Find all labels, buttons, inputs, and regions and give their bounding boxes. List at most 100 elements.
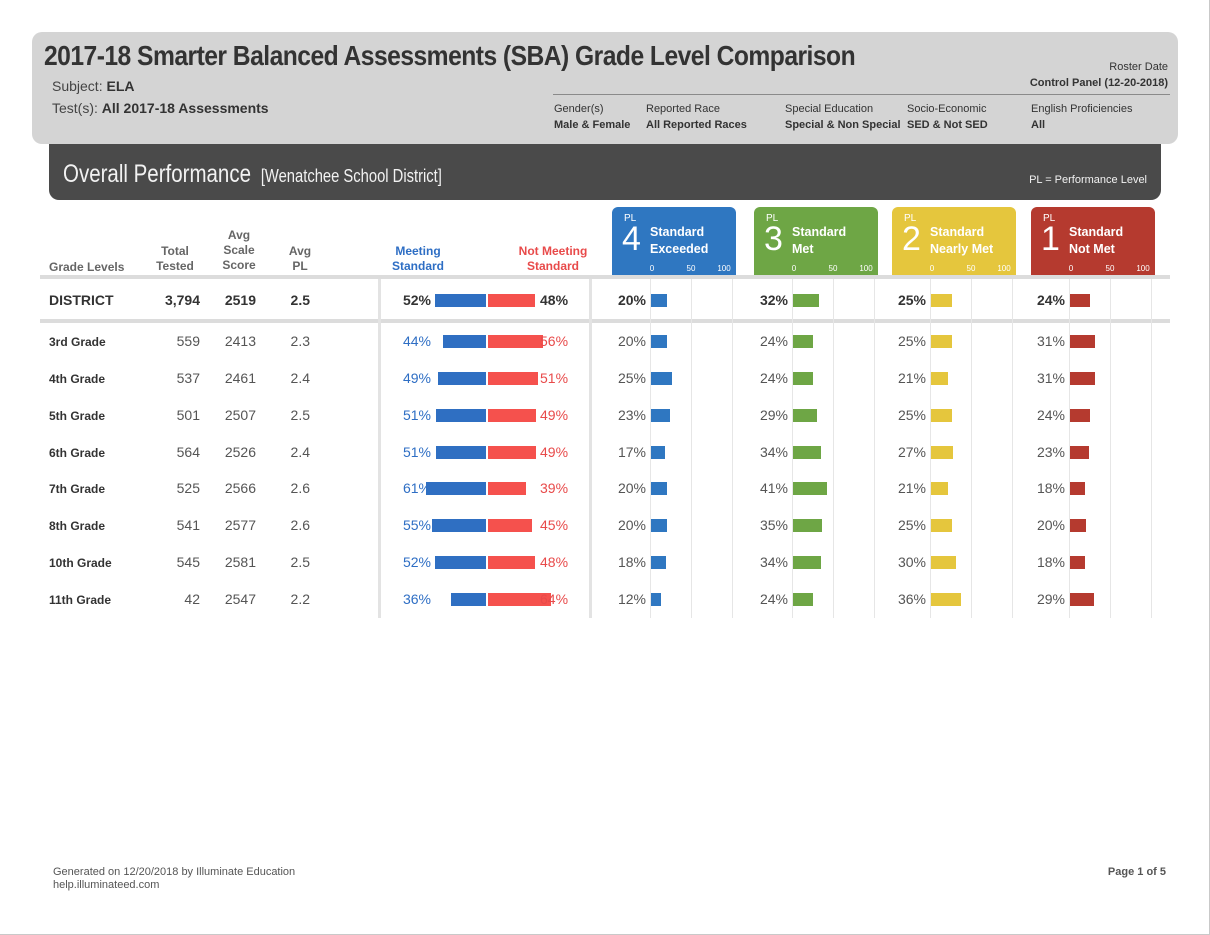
pl4-percent: 23% [617,407,646,423]
tests-label: Test(s): [52,100,98,116]
avg-scale-score: 2577 [224,517,256,533]
scale-tick: 100 [717,264,731,273]
pl1-percent: 20% [1036,517,1065,533]
meeting-percent: 61% [402,480,431,496]
col-total-tested: Total Tested [156,244,194,273]
not-meeting-percent: 64% [540,591,569,607]
not-meeting-bar [488,556,535,569]
grade-level: 4th Grade [49,372,106,386]
gridline-0 [792,279,793,618]
pl2-bar [931,482,949,495]
pl4-percent: 20% [617,517,646,533]
total-tested: 559 [176,333,200,349]
pl3-percent: 34% [759,444,788,460]
table-row: 5th Grade 501 2507 2.5 51% 49% 23% 29% 25% 24% [0,400,1210,430]
pl3-bar [793,519,822,532]
pl3-bar [793,556,821,569]
filter-value: All [1031,119,1046,131]
avg-scale-score: 2566 [224,480,256,496]
generated-text: Generated on 12/20/2018 by Illuminate Ed… [53,866,296,878]
not-meeting-percent: 49% [540,407,569,423]
meeting-percent: 52% [402,554,431,570]
pl3-bar [793,593,813,606]
pl-number: 3 [764,220,783,258]
pl-scale-ticks: 0 50 100 [612,264,736,274]
pl4-bar [651,482,668,495]
pl2-percent: 27% [897,444,926,460]
pl-small-label: PL [904,213,917,224]
filter-gender: Gender(s) Male & Female [554,101,630,133]
pl4-percent: 12% [617,591,646,607]
pl-scale-ticks: 0 50 100 [892,264,1016,274]
table-row: 8th Grade 541 2577 2.6 55% 45% 20% 35% 25% 20% [0,510,1210,540]
not-meeting-bar [488,446,536,459]
pl1-bar [1070,593,1094,606]
scale-tick: 100 [997,264,1011,273]
pl-scale-ticks: 0 50 100 [1031,264,1155,274]
not-meeting-percent: 49% [540,444,569,460]
pl1-percent: 18% [1036,480,1065,496]
help-site: help.illuminateed.com [53,879,160,891]
pl3-percent: 35% [759,517,788,533]
col-avg-pl: Avg PL [288,244,312,273]
total-tested: 541 [176,517,200,533]
avg-pl: 2.4 [290,370,310,386]
pl2-percent: 25% [897,517,926,533]
avg-scale-score: 2526 [224,444,256,460]
pl2-percent: 25% [897,407,926,423]
pl1-bar [1070,335,1096,348]
meeting-bar [432,519,486,532]
pl1-percent: 29% [1036,591,1065,607]
gridline-0 [930,279,931,618]
meeting-bar [435,294,486,307]
pl4-bar [651,519,668,532]
pl1-percent: 31% [1036,370,1065,386]
not-meeting-percent: 56% [540,333,569,349]
avg-pl: 2.4 [290,444,310,460]
filter-english-proficiencies: English Proficiencies All [1031,101,1133,133]
avg-pl: 2.5 [290,554,310,570]
avg-scale-score: 2461 [224,370,256,386]
grade-level: 11th Grade [49,593,112,607]
pl3-percent: 24% [759,333,788,349]
grade-level: DISTRICT [49,292,114,308]
meeting-bar [443,335,486,348]
pl-number: 4 [622,220,641,258]
header-separator [40,275,1170,279]
filter-value: SED & Not SED [907,119,988,131]
scale-tick: 0 [791,264,797,273]
total-tested: 537 [176,370,200,386]
pl4-bar [651,593,661,606]
scale-tick: 0 [929,264,935,273]
pl1-percent: 18% [1036,554,1065,570]
total-tested: 501 [176,407,200,423]
filter-label: Reported Race [646,103,720,115]
pl3-percent: 41% [759,480,788,496]
total-tested: 42 [184,591,200,607]
avg-scale-score: 2413 [224,333,256,349]
not-meeting-bar [488,409,536,422]
pl1-bar [1070,409,1090,422]
pl-small-label: PL [766,213,779,224]
avg-pl: 2.6 [290,517,310,533]
scale-tick: 100 [859,264,873,273]
gridline-50 [833,279,834,618]
total-tested: 525 [176,480,200,496]
pl1-bar [1070,519,1087,532]
not-meeting-percent: 51% [540,370,569,386]
filter-value: Male & Female [554,119,631,131]
roster-date: Roster Date Control Panel (12-20-2018) [1030,59,1168,91]
meeting-percent: 52% [402,292,431,308]
not-meeting-percent: 39% [540,480,569,496]
meeting-bar [436,409,486,422]
pl1-bar [1070,556,1085,569]
pl3-percent: 24% [759,370,788,386]
pl-note: PL = Performance Level [1029,174,1147,186]
table-row: 6th Grade 564 2526 2.4 51% 49% 17% 34% 27% 23% [0,437,1210,467]
gridline-0 [1069,279,1070,618]
pl4-bar [651,335,668,348]
pl2-percent: 21% [897,480,926,496]
section-title: Overall Performance [Wenatchee School Dis… [63,160,442,189]
avg-pl: 2.5 [290,292,310,308]
meeting-percent: 49% [402,370,431,386]
